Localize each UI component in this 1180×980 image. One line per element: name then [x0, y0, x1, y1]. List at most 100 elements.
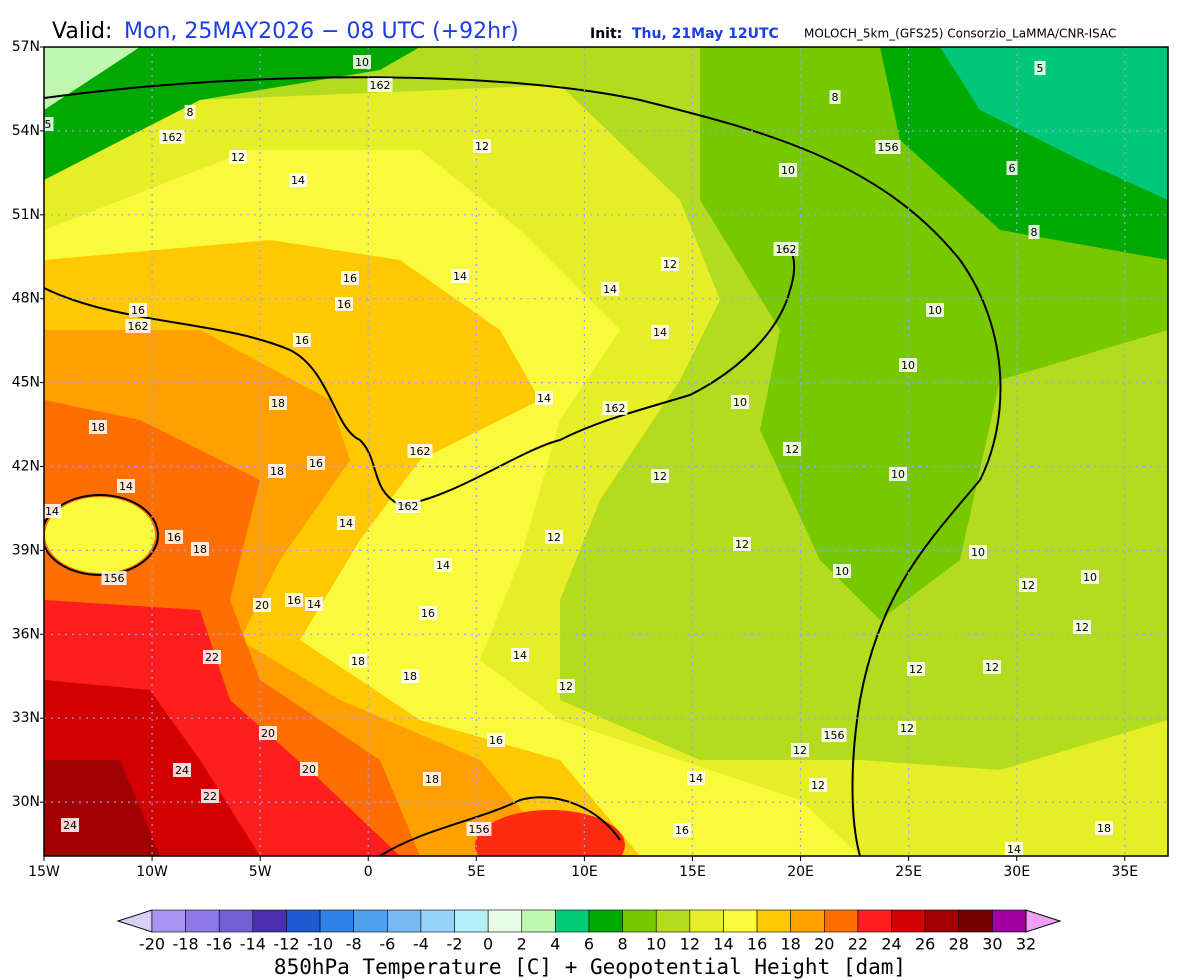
contour-label: 5 — [45, 118, 52, 131]
contour-label-box — [159, 130, 185, 144]
colorbar-label: 26 — [915, 935, 935, 954]
colorbar-label: -8 — [346, 935, 362, 954]
colorbar-box — [185, 909, 220, 933]
colorbar-label: 20 — [814, 935, 834, 954]
contour-label: 12 — [735, 538, 749, 551]
contour-label: 12 — [663, 258, 677, 271]
contour-label: 14 — [45, 505, 59, 518]
colorbar-label: 16 — [747, 935, 767, 954]
colorbar-end — [1025, 909, 1062, 933]
contour-label-box — [353, 55, 371, 69]
contour-label: 16 — [309, 457, 323, 470]
contour-label-box — [779, 163, 797, 177]
colorbar-label: 4 — [550, 935, 560, 954]
colorbar-box — [454, 909, 489, 933]
contour-label: 18 — [351, 655, 365, 668]
contour-label-box — [1095, 821, 1113, 835]
contour-label: 14 — [603, 283, 617, 296]
contour-label: 14 — [339, 517, 353, 530]
contour-label-box — [129, 303, 147, 317]
contour-label: 14 — [1007, 843, 1021, 856]
contour-label: 18 — [193, 543, 207, 556]
contour-label: 20 — [261, 727, 275, 740]
height-contours — [44, 76, 1002, 856]
colorbar-box — [151, 909, 186, 933]
contour-label-box — [602, 401, 628, 415]
contour-label: 12 — [1021, 579, 1035, 592]
colorbar-box — [555, 909, 590, 933]
contour-label: 12 — [653, 470, 667, 483]
colorbar-end — [116, 909, 153, 933]
colorbar-box — [992, 909, 1027, 933]
colorbar-box — [958, 909, 993, 933]
contour-label: 12 — [547, 531, 561, 544]
contour-label: 18 — [403, 670, 417, 683]
contour-label-box — [341, 271, 359, 285]
contour-label-box — [300, 762, 318, 776]
contour-label-box — [466, 822, 492, 836]
contour-label-box — [407, 444, 433, 458]
colorbar-label: 12 — [680, 935, 700, 954]
contour-label-box — [44, 504, 61, 518]
lon-label: 10W — [136, 864, 168, 880]
contour-label: 14 — [453, 270, 467, 283]
contour-label-box — [201, 789, 219, 803]
contour-label-box — [473, 139, 491, 153]
contour-label-box — [401, 669, 419, 683]
contour-label: 10 — [971, 546, 985, 559]
lon-label: 15E — [679, 864, 706, 880]
contour-label: 16 — [675, 824, 689, 837]
contour-label-box — [117, 479, 135, 493]
contour-line — [44, 76, 1002, 856]
contour-label-box — [125, 319, 151, 333]
contour-label: 12 — [909, 663, 923, 676]
contour-label-box — [783, 442, 801, 456]
contour-label: 12 — [785, 443, 799, 456]
colorbar-box — [655, 909, 691, 933]
init-time: Thu, 21May 12UTC — [632, 26, 779, 42]
lon-label: 5W — [249, 864, 272, 880]
lon-label: 20E — [787, 864, 814, 880]
contour-label-box — [305, 597, 323, 611]
colorbar-title: 850hPa Temperature [C] + Geopotential He… — [274, 955, 906, 979]
contour-label: 162 — [398, 500, 419, 513]
field-zone — [940, 47, 1168, 200]
lat-label: 42N — [12, 459, 40, 475]
contour-label-box — [165, 530, 183, 544]
colorbar-box — [924, 909, 960, 933]
colorbar-label: 32 — [1016, 935, 1036, 954]
contour-label: 14 — [291, 174, 305, 187]
contour-label: 12 — [1075, 621, 1089, 634]
contour-label: 12 — [231, 151, 245, 164]
lat-label: 45N — [12, 375, 40, 391]
colorbar-box — [353, 909, 388, 933]
contour-label: 10 — [781, 164, 795, 177]
contour-label-box — [969, 545, 987, 559]
contour-label-box — [651, 325, 669, 339]
contour-label-box — [269, 396, 287, 410]
colorbar-label: 28 — [949, 935, 969, 954]
contour-label-box — [395, 499, 421, 513]
field-zone — [475, 810, 625, 856]
contour-label-box — [289, 173, 307, 187]
contour-label: 12 — [475, 140, 489, 153]
contour-label: 24 — [175, 764, 189, 777]
colorbar-label: -18 — [173, 935, 199, 954]
contour-label-box — [1028, 225, 1040, 239]
colorbar-box — [622, 909, 657, 933]
colorbar-label: -6 — [379, 935, 395, 954]
contour-label: 10 — [901, 359, 915, 372]
contour-label-box — [349, 654, 367, 668]
contour-label-box — [335, 297, 353, 311]
contour-label-box — [809, 778, 827, 792]
contour-label-box — [926, 303, 944, 317]
contour-label: 10 — [928, 304, 942, 317]
contour-label-box — [367, 78, 393, 92]
lon-label: 5E — [467, 864, 485, 880]
contour-label-box — [89, 420, 107, 434]
contour-label: 16 — [337, 298, 351, 311]
contour-label-box — [268, 464, 286, 478]
contour-label: 10 — [355, 56, 369, 69]
contour-label-box — [601, 282, 619, 296]
